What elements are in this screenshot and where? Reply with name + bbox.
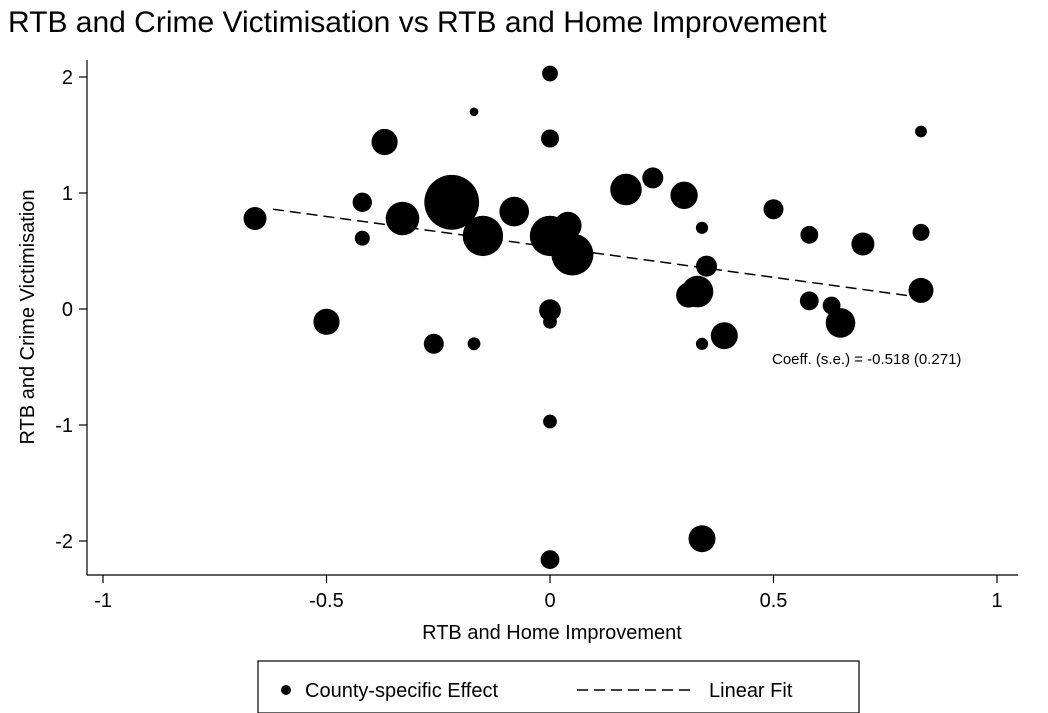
data-point-18 [462,215,504,257]
x-axis-label: RTB and Home Improvement [422,622,682,644]
data-point-16 [695,221,709,234]
data-point-32 [543,314,557,329]
legend-marker-point [281,685,291,695]
data-point-31 [313,308,340,335]
data-point-5 [371,128,398,156]
data-point-17 [800,225,819,244]
x-tick-label: -0.5 [309,590,343,612]
y-tick-label: 1 [62,183,73,205]
data-point-2 [469,107,479,117]
legend-label-fit: Linear Fit [709,680,793,702]
data-point-13 [385,201,420,236]
data-point-34 [710,322,738,350]
coefficient-annotation: Coeff. (s.e.) = -0.518 (0.271) [772,351,961,368]
x-tick-label: 1 [991,590,1002,612]
legend-label-county: County-specific Effect [305,680,498,702]
data-point-23 [551,233,594,276]
x-tick-label: 0 [544,590,555,612]
data-point-35 [423,333,444,354]
y-tick-label: 0 [62,299,73,321]
x-tick-label: -1 [94,590,112,612]
data-point-6 [642,167,664,189]
data-point-3 [915,125,927,138]
data-point-1 [542,65,558,82]
y-tick-label: -2 [55,531,73,553]
data-point-4 [541,129,559,148]
points-layer [243,65,934,569]
chart-title: RTB and Crime Victimisation vs RTB and H… [8,6,827,39]
y-tick-label: 2 [62,67,73,89]
data-point-9 [352,192,372,212]
data-point-11 [499,196,529,227]
data-point-22 [851,232,875,256]
data-point-30 [539,299,561,322]
ticks-layer: -1 -0.5 0 0.5 1 2 1 0 -1 -2 [55,67,1002,612]
legend: County-specific Effect Linear Fit [257,660,860,713]
x-tick-label: 0.5 [760,590,788,612]
data-point-8 [670,181,698,209]
data-point-12 [763,199,784,220]
data-point-39 [540,550,560,569]
data-point-24 [696,255,717,277]
data-point-20 [912,223,930,241]
data-point-38 [543,414,557,429]
axes-layer [86,60,1018,576]
data-point-33 [825,308,856,338]
fit-line-layer [272,208,922,299]
data-point-36 [467,337,481,351]
data-point-10 [424,174,480,230]
legend-box [257,660,860,713]
y-tick-label: -1 [55,415,73,437]
data-point-27 [676,282,702,308]
data-point-14 [243,207,267,230]
data-point-40 [688,525,716,553]
data-point-28 [799,291,819,311]
data-point-37 [695,337,709,350]
data-point-21 [354,230,370,246]
data-point-7 [610,173,642,206]
data-point-25 [908,277,934,303]
linear-fit-line [272,208,922,299]
y-axis-label: RTB and Crime Victimisation [17,190,39,445]
